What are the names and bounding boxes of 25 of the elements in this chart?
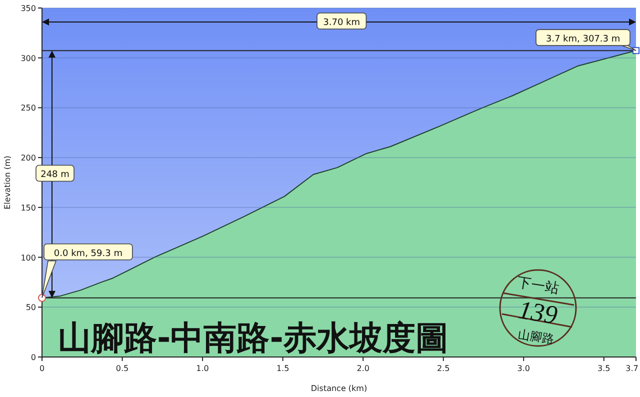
x-tick-label: 3.7: [626, 364, 638, 373]
annotation: 3.70 km: [323, 18, 360, 28]
x-tick-label: 3.5: [598, 364, 610, 373]
y-tick-label: 150: [20, 203, 36, 212]
annotation: 0.0 km, 59.3 m: [54, 248, 122, 259]
x-tick-label: 2.0: [356, 364, 370, 373]
y-tick-label: 0: [30, 353, 36, 362]
x-tick-label: 0.5: [116, 364, 129, 373]
x-tick-label: 1.5: [276, 364, 290, 373]
x-axis-title: Distance (km): [310, 384, 368, 393]
x-tick-label: 0: [39, 364, 45, 373]
x-tick-label: 3.0: [517, 364, 530, 373]
annotation: 248 m: [40, 170, 70, 180]
y-tick-label: 300: [20, 54, 36, 63]
x-tick-label: 2.5: [436, 364, 450, 373]
y-tick-label: 200: [20, 154, 36, 163]
y-tick-label: 250: [20, 104, 36, 113]
y-axis-title: Elevation (m): [3, 156, 12, 210]
x-tick-label: 1.0: [196, 364, 209, 373]
y-tick-label: 50: [26, 303, 36, 312]
y-tick-label: 350: [20, 4, 36, 13]
annotation: 下一站: [516, 274, 560, 298]
annotation: 3.7 km, 307.3 m: [546, 34, 620, 45]
text: 山腳路-中南路-赤水坡度圖: [58, 318, 448, 357]
y-tick-label: 100: [20, 253, 36, 262]
